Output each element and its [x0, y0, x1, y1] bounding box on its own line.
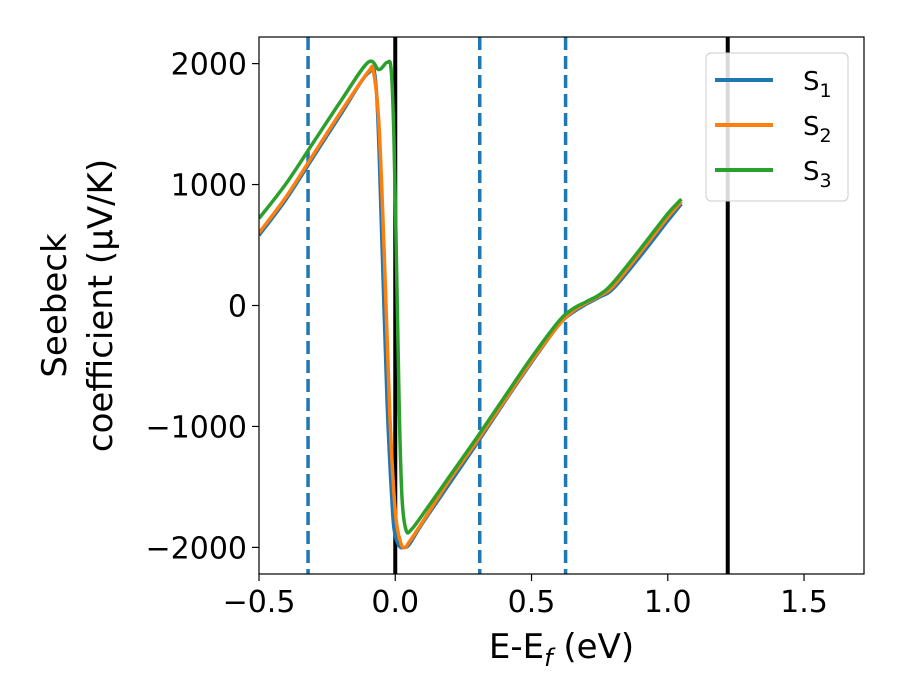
- x-tick-label: 0.0: [371, 585, 419, 620]
- x-axis-title: E-Ef (eV): [489, 627, 634, 672]
- y-axis-title: Seebeck coefficient (μV/K): [35, 159, 121, 452]
- legend-label-s1: S1: [803, 67, 832, 102]
- x-axis: −0.5 0.0 0.5 1.0 1.5: [223, 574, 828, 620]
- series-layer: [259, 59, 683, 550]
- x-axis-title-main: E-E: [489, 627, 544, 667]
- series-line-s2: [259, 64, 683, 550]
- x-axis-title-unit: (eV): [553, 627, 635, 667]
- x-tick-label: −0.5: [223, 585, 296, 620]
- y-tick-label: 0: [228, 290, 247, 325]
- legend-label-s2: S2: [803, 112, 832, 147]
- x-tick-label: 1.5: [780, 585, 828, 620]
- y-axis-title-line2: coefficient (μV/K): [81, 159, 121, 452]
- y-axis-title-line1: Seebeck: [35, 233, 75, 378]
- series-line-s3: [259, 59, 683, 535]
- y-tick-label: 1000: [171, 169, 247, 204]
- y-axis: 2000 1000 0 −1000 −2000: [146, 48, 259, 566]
- y-tick-label: −1000: [146, 410, 247, 445]
- y-tick-label: −2000: [146, 531, 247, 566]
- reference-lines: [306, 37, 730, 574]
- legend-box: [705, 52, 849, 202]
- x-tick-label: 1.0: [644, 585, 692, 620]
- y-tick-label: 2000: [171, 48, 247, 83]
- legend: S1 S2 S3: [705, 52, 849, 202]
- legend-label-s3: S3: [803, 157, 832, 192]
- x-tick-label: 0.5: [508, 585, 556, 620]
